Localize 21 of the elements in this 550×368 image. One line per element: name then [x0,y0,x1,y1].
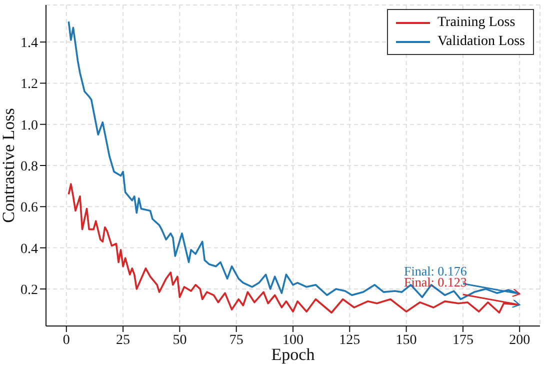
legend-label: Validation Loss [438,33,525,51]
x-tick-label: 125 [339,332,360,348]
x-tick-label: 50 [172,332,187,348]
x-tick-label: 150 [396,332,417,348]
legend-label: Training Loss [438,14,516,32]
y-tick-label: 0.4 [20,242,38,257]
y-tick-label: 0.2 [20,282,38,298]
y-tick-label: 0.8 [20,159,38,174]
x-tick-label: 25 [116,332,130,348]
x-tick-label: 175 [452,332,474,348]
y-tick-label: 0.6 [20,200,38,216]
x-tick-label: 75 [229,332,244,348]
y-axis-title: Contrastive Loss [0,108,18,223]
x-tick-label: 200 [509,332,530,348]
y-tick-label: 1.0 [20,118,38,134]
annotation: Final: 0.176 [404,263,468,278]
y-tick-label: 1.4 [20,36,38,52]
x-axis-title: Epoch [271,345,316,364]
x-tick-label: 0 [62,332,70,348]
x-tick-label: 100 [282,332,304,348]
y-tick-label: 1.2 [20,77,38,92]
